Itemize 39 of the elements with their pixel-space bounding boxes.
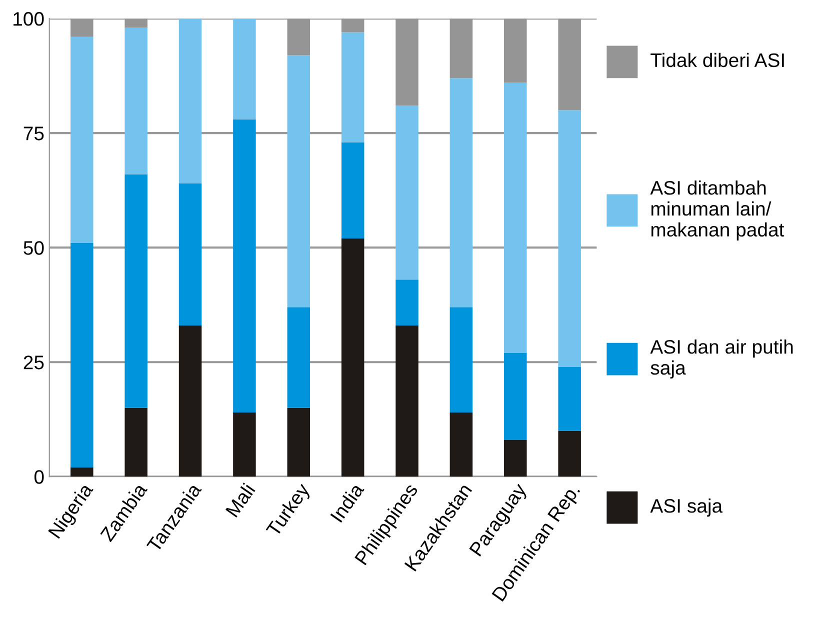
bar (178, 183, 202, 326)
bar (504, 352, 527, 440)
bar (70, 36, 94, 244)
bar (504, 440, 527, 477)
bar (450, 307, 473, 412)
bar (341, 238, 364, 477)
bar (396, 280, 418, 326)
legend-label: Tidak diberi ASI (650, 52, 784, 68)
bar (70, 243, 94, 468)
bar (558, 110, 581, 367)
legend-label: ASI ditambah minuman lain/ makanan padat (650, 180, 784, 240)
bar (124, 174, 148, 408)
bar (341, 32, 364, 142)
legend-label: ASI dan air putih saja (650, 339, 793, 379)
bar (233, 412, 256, 477)
y-tick-label: 75 (24, 126, 44, 140)
bar (396, 106, 418, 280)
y-tick-label: 50 (24, 241, 44, 255)
bar (287, 55, 310, 308)
bar (450, 78, 473, 308)
bar (341, 142, 364, 238)
bar (178, 325, 202, 477)
bar (233, 119, 256, 412)
bar (178, 18, 202, 184)
bar (287, 307, 310, 408)
bar (558, 430, 581, 477)
bar (504, 82, 527, 353)
bar (396, 325, 418, 477)
bar (233, 18, 256, 120)
bar (124, 408, 148, 477)
bar (450, 412, 473, 477)
y-tick-label: 0 (34, 470, 44, 484)
bar (70, 467, 94, 477)
bar (124, 28, 148, 174)
y-tick-label: 100 (14, 12, 44, 26)
legend-label: ASI saja (650, 498, 723, 517)
bar (558, 366, 581, 431)
y-tick-label: 25 (24, 356, 44, 370)
bar (287, 408, 310, 477)
